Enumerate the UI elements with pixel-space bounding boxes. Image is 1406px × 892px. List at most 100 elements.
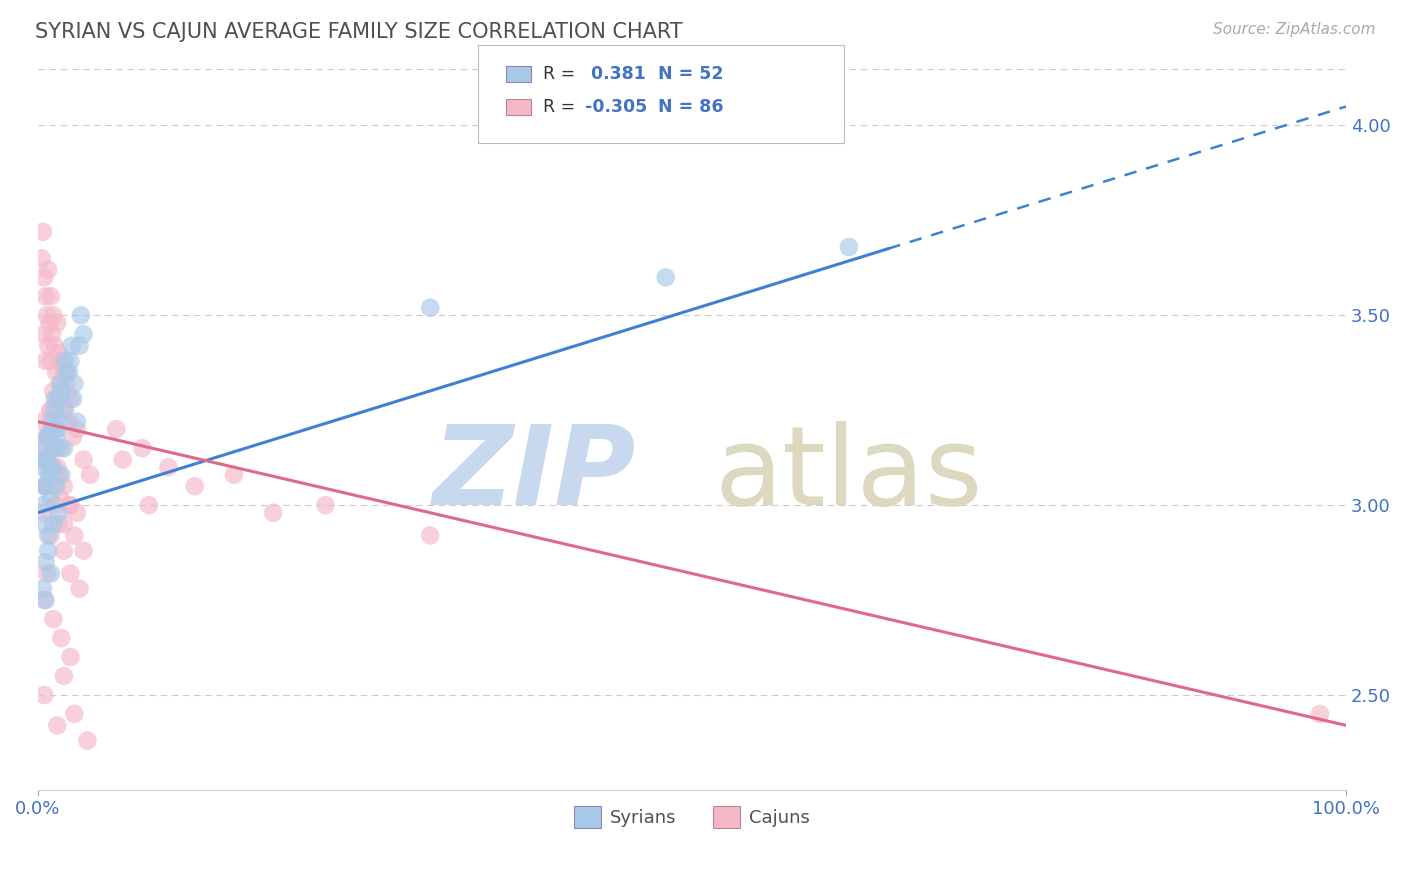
Point — [34, 479, 56, 493]
Point — [46, 718, 69, 732]
Point — [52, 365, 75, 379]
Point — [72, 452, 94, 467]
Text: N = 52: N = 52 — [658, 65, 724, 83]
Point — [32, 517, 55, 532]
Point — [49, 376, 72, 391]
Point — [35, 430, 58, 444]
Point — [37, 543, 59, 558]
Point — [45, 365, 67, 379]
Point — [35, 308, 58, 322]
Point — [31, 460, 53, 475]
Point — [51, 631, 73, 645]
Point — [52, 403, 75, 417]
Point — [32, 270, 55, 285]
Point — [79, 467, 101, 482]
Point — [138, 498, 160, 512]
Point — [70, 308, 93, 322]
Text: ZIP: ZIP — [433, 421, 637, 528]
Point — [32, 479, 55, 493]
Point — [222, 467, 245, 482]
Point — [35, 430, 58, 444]
Point — [39, 528, 62, 542]
Point — [48, 506, 70, 520]
Text: -0.305: -0.305 — [585, 98, 647, 116]
Point — [32, 582, 55, 596]
Point — [49, 376, 72, 391]
Point — [51, 441, 73, 455]
Point — [38, 467, 60, 482]
Point — [111, 452, 134, 467]
Point — [32, 225, 55, 239]
Point — [51, 392, 73, 406]
Point — [39, 354, 62, 368]
Point — [39, 403, 62, 417]
Point — [62, 392, 84, 406]
Point — [35, 566, 58, 581]
Point — [41, 441, 63, 455]
Point — [69, 339, 91, 353]
Point — [49, 415, 72, 429]
Point — [419, 528, 441, 542]
Point — [131, 441, 153, 455]
Point — [37, 452, 59, 467]
Text: SYRIAN VS CAJUN AVERAGE FAMILY SIZE CORRELATION CHART: SYRIAN VS CAJUN AVERAGE FAMILY SIZE CORR… — [35, 22, 683, 42]
Point — [69, 582, 91, 596]
Point — [655, 270, 678, 285]
Point — [32, 327, 55, 342]
Point — [105, 422, 128, 436]
Text: N = 86: N = 86 — [658, 98, 724, 116]
Point — [37, 430, 59, 444]
Point — [32, 593, 55, 607]
Point — [37, 430, 59, 444]
Point — [838, 240, 860, 254]
Point — [46, 316, 69, 330]
Point — [34, 479, 56, 493]
Point — [48, 467, 70, 482]
Point — [52, 479, 75, 493]
Point — [34, 354, 56, 368]
Point — [32, 688, 55, 702]
Point — [37, 339, 59, 353]
Point — [34, 289, 56, 303]
Point — [52, 441, 75, 455]
Point — [52, 669, 75, 683]
Point — [39, 566, 62, 581]
Text: R =: R = — [543, 98, 581, 116]
Point — [37, 262, 59, 277]
Point — [44, 479, 66, 493]
Point — [262, 506, 284, 520]
Point — [183, 479, 205, 493]
Point — [66, 415, 89, 429]
Point — [76, 733, 98, 747]
Legend: Syrians, Cajuns: Syrians, Cajuns — [567, 798, 817, 835]
Point — [1309, 706, 1331, 721]
Point — [62, 430, 84, 444]
Text: atlas: atlas — [714, 421, 983, 528]
Point — [38, 316, 60, 330]
Text: R =: R = — [543, 65, 581, 83]
Point — [34, 479, 56, 493]
Point — [44, 403, 66, 417]
Point — [41, 422, 63, 436]
Point — [46, 422, 69, 436]
Point — [32, 506, 55, 520]
Point — [157, 460, 180, 475]
Point — [32, 441, 55, 455]
Point — [31, 415, 53, 429]
Point — [39, 289, 62, 303]
Point — [51, 354, 73, 368]
Point — [34, 555, 56, 569]
Point — [58, 365, 80, 379]
Point — [31, 252, 53, 266]
Text: Source: ZipAtlas.com: Source: ZipAtlas.com — [1212, 22, 1375, 37]
Point — [72, 543, 94, 558]
Point — [45, 479, 67, 493]
Point — [66, 422, 89, 436]
Point — [59, 354, 82, 368]
Point — [44, 392, 66, 406]
Point — [38, 467, 60, 482]
Point — [59, 498, 82, 512]
Point — [53, 403, 76, 417]
Point — [48, 517, 70, 532]
Point — [35, 452, 58, 467]
